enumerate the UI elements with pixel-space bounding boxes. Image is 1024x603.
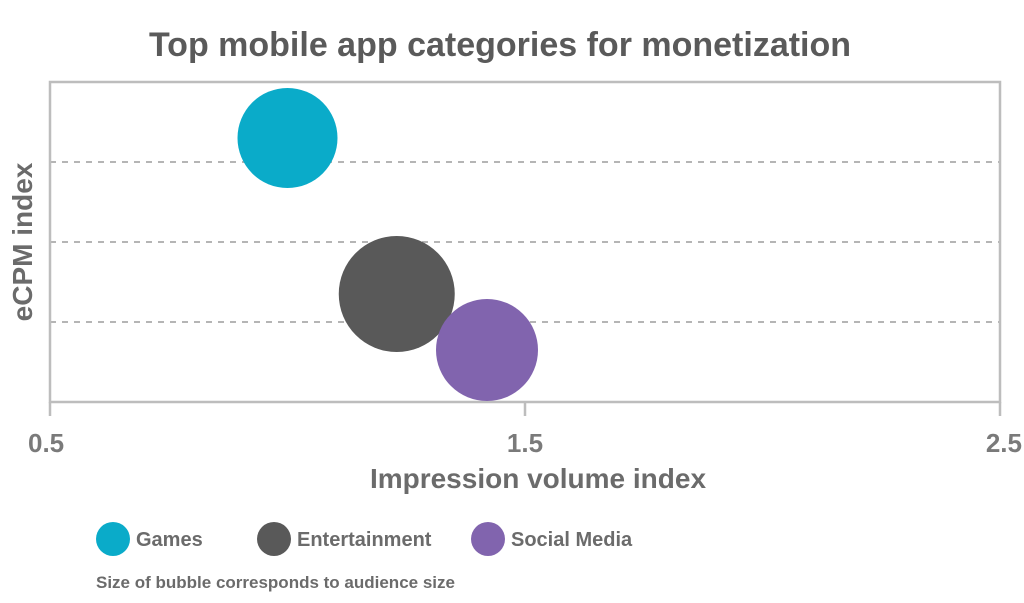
bubbles (237, 88, 538, 401)
bubble-size-note: Size of bubble corresponds to audience s… (96, 573, 455, 592)
x-tick-label-2: 2.5 (986, 428, 1022, 458)
legend-marker-2 (471, 522, 505, 556)
x-tick-label-1: 1.5 (507, 428, 543, 458)
legend: Games Entertainment Social Media (96, 522, 633, 556)
legend-label-0: Games (136, 529, 203, 551)
bubble-entertainment (338, 236, 455, 352)
x-axis-label: Impression volume index (370, 463, 707, 494)
legend-marker-0 (96, 522, 130, 556)
x-axis-ticks: 0.5 1.5 2.5 (28, 402, 1022, 458)
legend-label-1: Entertainment (297, 529, 432, 551)
bubble-social-media (436, 299, 538, 401)
chart-title: Top mobile app categories for monetizati… (149, 26, 851, 64)
gridlines (50, 161, 1000, 323)
legend-marker-1 (257, 522, 291, 556)
bubble-games (237, 88, 338, 188)
x-tick-label-0: 0.5 (28, 428, 64, 458)
y-axis-label: eCPM index (7, 162, 38, 321)
legend-label-2: Social Media (511, 529, 633, 551)
